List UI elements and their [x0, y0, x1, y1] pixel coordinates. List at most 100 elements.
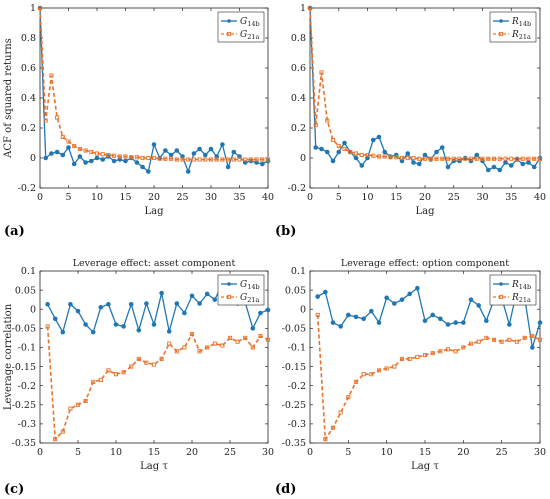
data-point — [382, 154, 387, 159]
y-tick-label: -0.05 — [12, 324, 36, 335]
data-point — [407, 291, 412, 297]
data-point — [453, 349, 458, 354]
data-point — [212, 341, 217, 346]
data-point — [369, 308, 374, 314]
data-point — [476, 303, 481, 308]
x-axis-label: Lag — [415, 206, 435, 217]
data-point — [134, 160, 140, 165]
data-point — [136, 356, 141, 361]
data-point — [376, 368, 382, 373]
data-point — [159, 290, 164, 296]
data-point — [140, 155, 145, 161]
data-point — [330, 137, 336, 143]
data-point — [258, 333, 263, 339]
data-point — [140, 164, 145, 170]
data-point — [168, 152, 174, 158]
data-point — [250, 345, 255, 350]
data-point — [68, 301, 73, 307]
x-tick-label: 25 — [448, 192, 460, 203]
x-tick-label: 5 — [75, 447, 81, 458]
data-point — [491, 164, 497, 170]
data-point — [457, 156, 462, 161]
data-point — [307, 5, 313, 11]
series-R21a — [315, 312, 543, 442]
data-point — [106, 368, 111, 373]
data-point — [151, 142, 157, 147]
data-point — [163, 156, 168, 161]
data-point — [237, 157, 242, 162]
x-tick-label: 25 — [176, 192, 188, 203]
data-point — [440, 156, 445, 161]
legend-box — [489, 274, 537, 306]
data-point — [411, 155, 416, 161]
data-point — [526, 160, 531, 165]
legend-marker — [227, 19, 231, 23]
x-tick-label: 5 — [336, 192, 342, 203]
data-point — [520, 156, 525, 161]
data-point — [474, 152, 480, 158]
data-point — [129, 155, 134, 160]
data-point — [243, 335, 248, 340]
data-point — [98, 377, 103, 382]
panel-label: (c) — [4, 482, 24, 497]
y-tick-label: -0.2 — [18, 381, 36, 392]
data-point — [399, 297, 405, 302]
legend-entry: R14b — [511, 17, 531, 28]
data-point — [60, 329, 66, 335]
data-point — [338, 324, 343, 329]
data-point — [83, 148, 88, 153]
data-point — [180, 157, 185, 162]
data-point — [146, 169, 151, 174]
data-point — [54, 149, 60, 155]
data-point — [220, 142, 225, 147]
y-tick-label: 0.2 — [21, 123, 36, 134]
data-point — [508, 163, 514, 168]
data-point — [144, 301, 149, 306]
data-point — [453, 320, 458, 325]
data-point — [212, 297, 218, 302]
data-point — [182, 345, 187, 350]
data-point — [384, 366, 389, 371]
data-point — [159, 356, 164, 361]
data-point — [231, 149, 237, 155]
y-tick-label: 0 — [30, 153, 36, 164]
data-point — [434, 149, 439, 155]
data-point — [157, 156, 162, 161]
data-point — [476, 339, 481, 344]
data-point — [89, 158, 94, 164]
data-point — [514, 156, 520, 161]
data-point — [43, 155, 49, 161]
y-tick-label: 1 — [300, 3, 306, 14]
data-point — [416, 161, 422, 167]
data-point — [151, 322, 157, 327]
data-point — [438, 316, 443, 322]
data-point — [376, 320, 382, 325]
data-point — [445, 347, 451, 352]
y-tick-label: -0.25 — [282, 400, 306, 411]
y-tick-label: 0 — [300, 304, 306, 315]
x-tick-label: 30 — [205, 192, 217, 203]
data-point — [353, 155, 359, 161]
data-point — [324, 149, 330, 155]
x-tick-label: 25 — [224, 447, 236, 458]
data-point — [411, 160, 416, 165]
data-point — [77, 146, 82, 152]
data-point — [49, 151, 54, 156]
series-G21a — [45, 324, 271, 442]
x-tick-label: 20 — [186, 447, 198, 458]
data-point — [361, 316, 366, 322]
x-tick-label: 0 — [37, 447, 43, 458]
y-tick-label: -0.3 — [288, 419, 306, 430]
data-point — [111, 158, 117, 164]
legend-entry: R21a — [511, 30, 531, 41]
data-point — [461, 345, 466, 350]
data-point — [260, 157, 265, 162]
data-point — [461, 320, 466, 325]
data-point — [399, 356, 405, 361]
data-point — [330, 425, 336, 430]
data-point — [77, 154, 83, 159]
data-point — [136, 327, 142, 333]
data-point — [220, 343, 225, 348]
chart-panel-3: Leverage effect: asset component 0 5 10 15 20… — [3, 258, 274, 472]
legend-marker — [226, 31, 232, 37]
